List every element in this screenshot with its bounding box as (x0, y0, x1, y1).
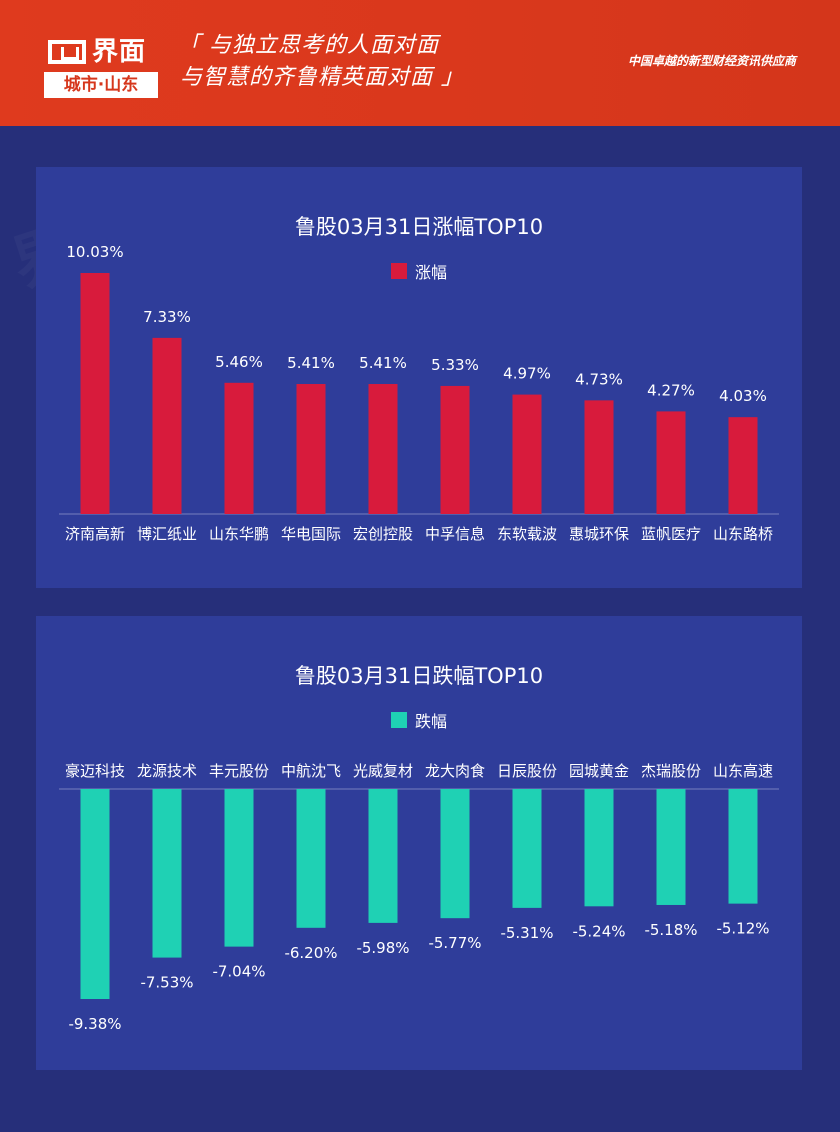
legend-label: 涨幅 (414, 263, 447, 282)
category-label: 日辰股份 (497, 762, 557, 780)
data-label: -5.77% (428, 934, 481, 952)
bar (584, 400, 614, 514)
data-label: -5.31% (500, 924, 553, 942)
category-label: 蓝帆医疗 (641, 525, 701, 543)
bar (584, 789, 614, 907)
chart-legend: 跌幅 (36, 708, 802, 732)
category-label: 中航沈飞 (281, 762, 341, 780)
bar (152, 789, 182, 958)
bar (224, 382, 254, 514)
data-label: -5.24% (572, 922, 625, 940)
data-label: 5.33% (431, 356, 479, 374)
data-label: 5.41% (359, 354, 407, 372)
brand-sub: 城市·山东 (44, 72, 158, 98)
bar (80, 789, 110, 999)
chart-title: 鲁股03月31日跌幅TOP10 (294, 664, 544, 688)
category-label: 山东高速 (713, 762, 773, 780)
data-label: 4.03% (719, 387, 767, 405)
data-label: -5.12% (716, 920, 769, 938)
data-label: -7.53% (140, 974, 193, 992)
tagline: 中国卓越的新型财经资讯供应商 (627, 54, 796, 68)
slogan-line-1: 「 与独立思考的人面对面 (178, 33, 439, 58)
category-label: 博汇纸业 (137, 525, 197, 543)
header-banner: 界面 城市·山东 「 与独立思考的人面对面 与智慧的齐鲁精英面对面 」 中国卓越… (0, 0, 840, 126)
category-label: 杰瑞股份 (641, 762, 701, 780)
brand-name: 界面 (92, 37, 147, 67)
category-label: 龙源技术 (137, 762, 197, 780)
category-label: 丰元股份 (209, 762, 269, 780)
category-label: 东软载波 (497, 525, 557, 543)
bar (368, 789, 398, 923)
bar (296, 789, 326, 928)
data-label: 4.73% (575, 370, 623, 388)
bar (728, 417, 758, 514)
category-label: 山东华鹏 (209, 525, 269, 543)
category-label: 中孚信息 (425, 525, 485, 543)
slogan-line-2: 与智慧的齐鲁精英面对面 」 (180, 65, 464, 90)
bar (80, 273, 110, 514)
bar (512, 394, 542, 514)
bar (656, 789, 686, 905)
legend-swatch (390, 712, 407, 728)
category-label: 豪迈科技 (65, 762, 125, 780)
fall-bar-chart: -9.38% 豪迈科技 -7.53% 龙源技术 -7.04% 丰元股份 -6.20% 中航沈飞… (59, 762, 779, 1033)
legend-label: 跌幅 (414, 712, 447, 731)
bar (296, 384, 326, 514)
data-label: -5.98% (356, 939, 409, 957)
bar (152, 337, 182, 514)
data-label: 5.41% (287, 354, 335, 372)
category-label: 光威复材 (353, 762, 413, 780)
data-label: 5.46% (215, 353, 263, 371)
data-label: -9.38% (68, 1015, 121, 1033)
bar (656, 411, 686, 514)
legend-swatch (390, 263, 407, 279)
logo-mark-icon (48, 40, 86, 64)
category-label: 园城黄金 (569, 762, 629, 780)
bar (440, 789, 470, 919)
data-label: 10.03% (66, 243, 123, 261)
data-label: -7.04% (212, 963, 265, 981)
category-label: 济南高新 (65, 525, 125, 543)
chart-title: 鲁股03月31日涨幅TOP10 (294, 215, 544, 239)
data-label: 4.27% (647, 381, 695, 399)
bar (368, 384, 398, 514)
chart-legend: 涨幅 (36, 259, 802, 283)
category-label: 宏创控股 (353, 525, 413, 543)
rise-chart-panel: 鲁股03月31日涨幅TOP10 涨幅 10.03% 济南高新 7.33% 博汇纸业 5.… (36, 167, 802, 588)
category-label: 龙大肉食 (425, 762, 485, 780)
brand-logo: 界面 城市·山东 (44, 36, 162, 98)
bar (512, 789, 542, 908)
data-label: 4.97% (503, 365, 551, 383)
category-label: 山东路桥 (713, 525, 773, 543)
category-label: 华电国际 (281, 525, 341, 543)
category-label: 惠城环保 (569, 525, 629, 543)
fall-chart-panel: 鲁股03月31日跌幅TOP10 跌幅 -9.38% 豪迈科技 -7.53% 龙源技术 -… (36, 616, 802, 1070)
data-label: -5.18% (644, 921, 697, 939)
bar (440, 385, 470, 514)
data-label: 7.33% (143, 308, 191, 326)
data-label: -6.20% (284, 944, 337, 962)
rise-bar-chart: 10.03% 济南高新 7.33% 博汇纸业 5.46% 山东华鹏 5.41% 华电国际 5.4… (59, 243, 779, 543)
bar (728, 789, 758, 904)
bar (224, 789, 254, 947)
slogan: 「 与独立思考的人面对面 与智慧的齐鲁精英面对面 」 (178, 30, 464, 94)
